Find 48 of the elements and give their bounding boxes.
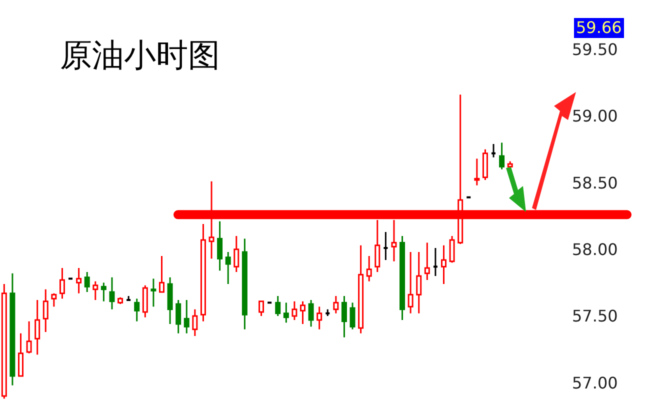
text: 59.66 <box>574 18 624 38</box>
y-tick-label: 59.50 <box>572 40 618 60</box>
candlestick <box>225 251 231 285</box>
candlestick <box>109 276 115 310</box>
candlestick <box>84 271 90 293</box>
candlestick <box>416 251 422 314</box>
candlestick <box>92 280 98 301</box>
candlestick <box>482 148 488 181</box>
text: 原油小时图 <box>60 35 220 76</box>
candlestick <box>18 332 24 377</box>
candlestick <box>142 284 148 318</box>
candlestick <box>158 255 164 293</box>
y-tick-label: 58.00 <box>572 240 618 260</box>
candlestick <box>217 220 223 272</box>
candlestick <box>316 306 322 330</box>
candlestick <box>308 299 314 328</box>
candlestick <box>150 278 156 308</box>
candlestick <box>258 300 264 317</box>
candlestick <box>275 295 281 317</box>
candlestick <box>333 295 339 314</box>
candlestick <box>34 299 40 356</box>
candlestick <box>100 282 106 302</box>
candlestick <box>408 251 414 314</box>
candlestick <box>176 299 182 334</box>
candlestick <box>449 235 455 264</box>
candlestick <box>283 302 289 324</box>
candlestick <box>366 255 372 282</box>
candlestick <box>59 267 65 300</box>
candlestick <box>300 300 306 325</box>
candlestick <box>350 302 356 330</box>
candlestick <box>76 267 82 294</box>
candlestick <box>42 288 48 333</box>
y-tick-label: 57.00 <box>572 373 618 392</box>
candlestick <box>424 242 430 281</box>
candlestick <box>51 292 57 308</box>
y-tick-label: 57.50 <box>572 306 618 326</box>
candlestick <box>192 308 198 337</box>
candlestick <box>292 300 298 321</box>
y-tick-label: 58.50 <box>572 173 618 192</box>
candlestick <box>440 244 446 285</box>
candlestick <box>134 298 140 322</box>
candlestick <box>341 295 347 338</box>
candlestick <box>474 158 480 186</box>
candlestick <box>234 235 240 273</box>
candlestick <box>499 142 505 170</box>
candlestick <box>184 299 190 334</box>
y-tick-label: 59.00 <box>572 106 618 126</box>
candlestick <box>26 320 32 354</box>
